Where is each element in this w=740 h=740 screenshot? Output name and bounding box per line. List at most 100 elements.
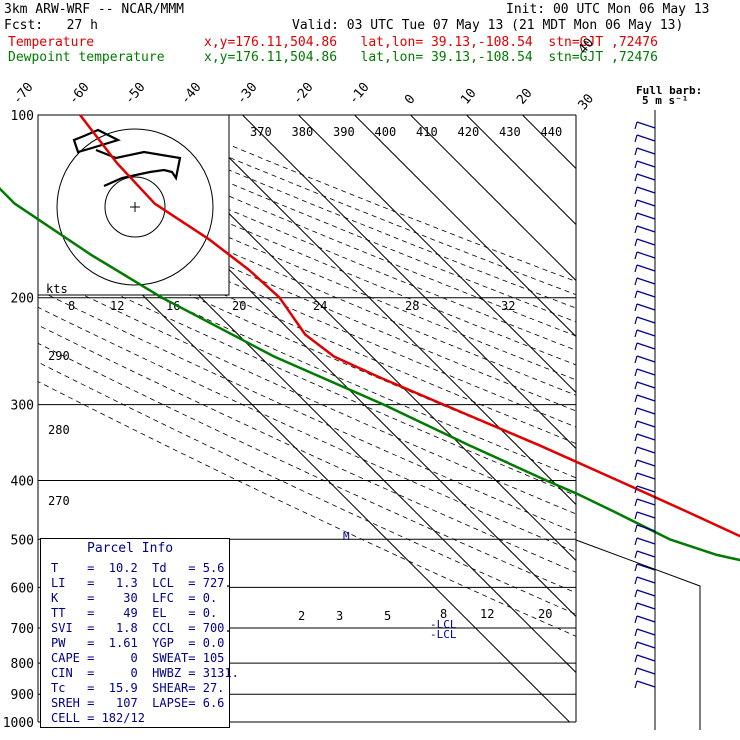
wind-barb <box>634 251 638 260</box>
parcel-info-panel: Parcel Info T = 10.2 Td = 5.6 LI = 1.3 LC… <box>40 538 239 728</box>
wind-speed-units-label: kts <box>46 282 68 296</box>
parcel-info-row: SVI = 1.8 CCL = 700. <box>51 621 232 635</box>
wind-barb <box>636 524 656 532</box>
pressure-tick-label: 900 <box>11 688 34 703</box>
dewpoint-legend: Dewpoint temperature <box>8 50 165 65</box>
wind-barb <box>634 407 638 416</box>
wind-barb <box>636 589 656 597</box>
pressure-tick-label: 200 <box>11 292 34 307</box>
wind-barb <box>634 368 638 377</box>
wind-barb <box>636 147 656 155</box>
isotherm-tick-label: -20 <box>290 80 317 108</box>
wind-barb <box>634 173 638 182</box>
wind-barb <box>634 550 638 559</box>
wind-speed-label: 20 <box>232 299 246 313</box>
isotherm-line <box>298 115 576 394</box>
wind-barb <box>634 381 638 390</box>
barb-legend-units: 5 m s⁻¹ <box>642 94 688 107</box>
theta-e-label: 420 <box>458 125 480 139</box>
theta-label: 290 <box>48 349 70 363</box>
dewpoint-series-line <box>0 187 740 562</box>
pressure-tick-label: 800 <box>11 657 34 672</box>
theta-label: 270 <box>48 494 70 508</box>
wind-barb <box>634 667 638 676</box>
valid-time: Valid: 03 UTC Tue 07 May 13 (21 MDT Mon … <box>292 18 684 33</box>
model-title: 3km ARW-WRF -- NCAR/MMM <box>4 2 185 17</box>
wind-barb <box>636 537 656 545</box>
wind-barb <box>634 394 638 403</box>
wind-barb <box>636 446 656 454</box>
wind-barb <box>636 134 656 142</box>
wind-barb <box>634 329 638 338</box>
wind-barb <box>634 446 638 455</box>
theta-e-label: 410 <box>416 125 438 139</box>
hodograph-panel <box>37 114 230 296</box>
grid-group <box>38 115 740 722</box>
wind-barb <box>634 277 638 286</box>
wind-barb <box>636 498 656 506</box>
temperature-station-info: x,y=176.11,504.86 lat,lon= 39.13,-108.54… <box>204 35 658 50</box>
wind-barb <box>634 563 638 572</box>
isotherm-line <box>242 115 576 450</box>
wind-barb <box>634 524 638 533</box>
temperature-series-line <box>79 114 740 538</box>
mixing-ratio-label: 12 <box>480 607 494 621</box>
mixing-ratio-label: 3 <box>336 609 343 623</box>
wind-barb <box>636 199 656 207</box>
parcel-info-row: SREH = 107 LAPSE= 6.6 <box>51 696 225 710</box>
mixing-ratio-label: 5 <box>384 609 391 623</box>
parcel-info-row: TT = 49 EL = 0. <box>51 606 218 620</box>
wind-barb <box>634 264 638 273</box>
wind-barb <box>636 641 656 649</box>
wind-barb <box>634 537 638 546</box>
wind-barb <box>636 459 656 467</box>
wind-barb <box>636 485 656 493</box>
dry-adiabat-line <box>38 195 576 428</box>
wind-barb <box>634 355 638 364</box>
wind-barb <box>634 186 638 195</box>
theta-e-label: 440 <box>541 125 563 139</box>
isotherm-line <box>186 115 576 506</box>
wind-barb <box>636 654 656 662</box>
isotherm-line <box>466 115 576 226</box>
wind-speed-label: 24 <box>313 299 327 313</box>
wind-barb <box>636 472 656 480</box>
pressure-tick-label: 600 <box>11 581 34 596</box>
isotherm-tick-label: 20 <box>514 86 536 108</box>
wind-barb <box>636 407 656 415</box>
parcel-info-row: CIN = 0 HWBZ = 3131. <box>51 666 239 680</box>
wind-barb <box>634 472 638 481</box>
wind-barb <box>636 576 656 584</box>
wind-barb <box>636 186 656 194</box>
wind-barb <box>634 654 638 663</box>
wind-barb <box>634 316 638 325</box>
wind-barb <box>634 134 638 143</box>
forecast-hour: Fcst: 27 h <box>4 18 98 33</box>
pressure-tick-label: 400 <box>11 474 34 489</box>
wind-barb <box>634 160 638 169</box>
wind-speed-label: 28 <box>405 299 419 313</box>
hodograph-trace <box>72 128 182 188</box>
wind-barb <box>636 680 656 688</box>
wind-barb <box>634 615 638 624</box>
parcel-cell-row: CELL = 182/12 <box>51 711 145 725</box>
hodograph-ring <box>56 128 214 286</box>
wind-barb <box>636 511 656 519</box>
isotherm-line <box>635 115 740 722</box>
wind-barb <box>636 433 656 441</box>
isotherm-tick-label: -60 <box>66 80 93 108</box>
parcel-info-row: Tc = 15.9 SHEAR= 27. <box>51 681 225 695</box>
wind-barb <box>634 459 638 468</box>
theta-e-label: 370 <box>250 125 272 139</box>
wind-barb <box>634 641 638 650</box>
dry-adiabat-line <box>38 240 576 479</box>
isotherm-tick-label: 10 <box>458 86 480 108</box>
wind-barb <box>634 290 638 299</box>
wind-barb <box>634 498 638 507</box>
wind-barb <box>636 550 656 558</box>
wind-barb <box>634 199 638 208</box>
wind-barb <box>634 680 638 689</box>
parcel-info-row: K = 30 LFC = 0. <box>51 591 218 605</box>
dry-adiabat-line <box>38 342 576 594</box>
